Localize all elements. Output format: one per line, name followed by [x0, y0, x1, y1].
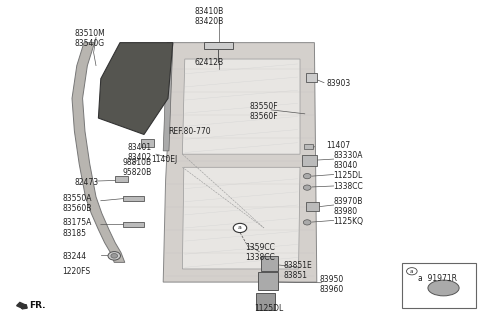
Circle shape [108, 252, 120, 260]
Text: 1125DL: 1125DL [334, 171, 363, 180]
FancyBboxPatch shape [115, 176, 128, 182]
Text: 83510M
83540G: 83510M 83540G [74, 29, 105, 48]
Polygon shape [182, 167, 300, 269]
FancyBboxPatch shape [258, 272, 278, 290]
Text: REF.80-770: REF.80-770 [168, 127, 211, 136]
Text: 62412B: 62412B [194, 58, 223, 67]
Text: 1125DL: 1125DL [254, 304, 284, 313]
Text: a: a [410, 269, 414, 274]
Polygon shape [98, 43, 173, 134]
Text: 1140EJ: 1140EJ [151, 154, 178, 164]
FancyBboxPatch shape [204, 42, 233, 49]
Ellipse shape [428, 280, 459, 296]
Text: 83550A
83560B: 83550A 83560B [62, 194, 92, 213]
FancyBboxPatch shape [306, 202, 319, 211]
Polygon shape [182, 59, 300, 154]
FancyBboxPatch shape [304, 144, 313, 149]
Text: 1220FS: 1220FS [62, 267, 91, 276]
Polygon shape [163, 43, 173, 151]
FancyBboxPatch shape [256, 293, 275, 310]
Circle shape [303, 220, 311, 225]
Text: 1338CC: 1338CC [334, 182, 363, 192]
Circle shape [111, 254, 118, 258]
Polygon shape [163, 43, 317, 282]
Text: 83401
83402: 83401 83402 [127, 143, 151, 162]
Text: 83550F
83560F: 83550F 83560F [250, 102, 278, 121]
Text: a: a [238, 225, 242, 231]
FancyBboxPatch shape [261, 256, 278, 271]
Text: 11407: 11407 [326, 141, 350, 151]
Text: a  91971R: a 91971R [418, 274, 456, 283]
Text: 83970B
83980: 83970B 83980 [334, 197, 363, 216]
Text: 83244: 83244 [62, 252, 86, 261]
FancyBboxPatch shape [302, 155, 317, 166]
Text: FR.: FR. [29, 301, 45, 310]
Circle shape [233, 223, 247, 233]
FancyArrow shape [17, 302, 27, 309]
Text: 82473: 82473 [74, 177, 98, 187]
FancyBboxPatch shape [141, 139, 154, 147]
FancyBboxPatch shape [402, 263, 476, 308]
Text: 1125KQ: 1125KQ [334, 217, 364, 226]
Text: 83903: 83903 [326, 79, 351, 88]
Circle shape [303, 185, 311, 190]
Text: 98810B
95820B: 98810B 95820B [122, 157, 152, 177]
Text: 83851E
83851: 83851E 83851 [283, 261, 312, 280]
Text: 83330A
83040: 83330A 83040 [334, 151, 363, 171]
Circle shape [407, 268, 417, 275]
Circle shape [303, 174, 311, 179]
FancyBboxPatch shape [123, 196, 144, 201]
Polygon shape [72, 43, 125, 262]
FancyBboxPatch shape [306, 73, 317, 82]
Text: 83950
83960: 83950 83960 [319, 275, 344, 295]
FancyBboxPatch shape [123, 222, 144, 227]
Text: 83410B
83420B: 83410B 83420B [194, 7, 223, 26]
Text: 1359CC
1338CC: 1359CC 1338CC [245, 243, 275, 262]
Text: 83175A
83185: 83175A 83185 [62, 218, 92, 238]
